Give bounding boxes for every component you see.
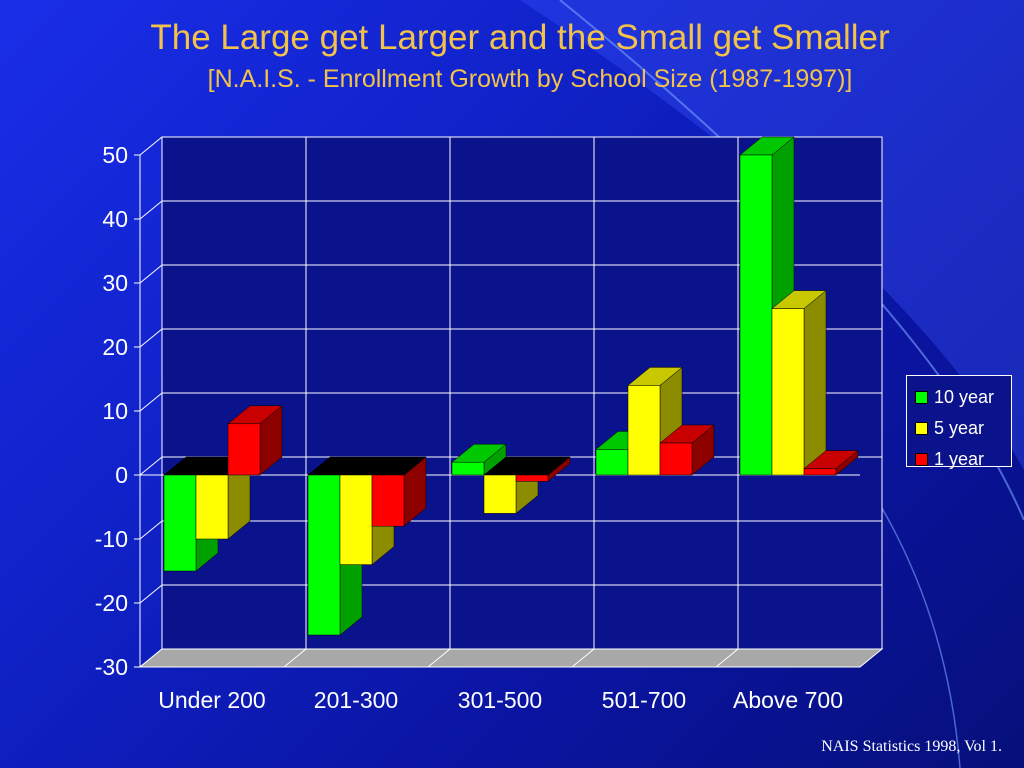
- gridline-depth: [139, 392, 163, 412]
- gridline-depth: [139, 520, 163, 540]
- bar-1-year-0: [227, 423, 261, 476]
- legend-label-5-year: 5 year: [934, 418, 985, 438]
- y-tick-label: 0: [115, 462, 128, 488]
- slide-subtitle: [N.A.I.S. - Enrollment Growth by School …: [207, 65, 853, 93]
- bar-1-year-4: [803, 468, 837, 476]
- bar-5-year-3: [627, 385, 661, 476]
- floor-divider: [427, 648, 451, 668]
- legend-label-1-year: 1 year: [934, 449, 985, 469]
- x-tick-label: 501-700: [602, 687, 686, 713]
- legend-item-10-year: 10 year: [915, 382, 1011, 413]
- x-tick-label: 301-500: [458, 687, 542, 713]
- bar-1-year-3: [659, 442, 693, 476]
- y-tick-label: 50: [102, 142, 128, 168]
- legend-item-5-year: 5 year: [915, 413, 1011, 444]
- bar-10-year-4: [739, 154, 773, 476]
- plot-floor: [138, 648, 884, 668]
- slide-title: The Large get Larger and the Small get S…: [150, 18, 890, 57]
- legend-swatch-1-year: [915, 453, 928, 466]
- bar-1-year-1: [371, 474, 405, 527]
- gridline-depth: [139, 328, 163, 348]
- floor-divider: [571, 648, 595, 668]
- chart-legend: 10 year 5 year 1 year: [906, 375, 1012, 469]
- y-tick-label: -20: [95, 590, 128, 616]
- x-tick-label: Under 200: [158, 687, 265, 713]
- legend-swatch-10-year: [915, 391, 928, 404]
- y-tick-label: 30: [102, 270, 128, 296]
- bar-10-year-2: [451, 461, 485, 476]
- bar-5-year-4: [771, 308, 805, 476]
- legend-swatch-5-year: [915, 422, 928, 435]
- legend-item-1-year: 1 year: [915, 444, 1011, 475]
- bar-10-year-1: [307, 474, 341, 636]
- gridline-depth: [139, 584, 163, 604]
- gridline-depth: [139, 456, 163, 476]
- y-tick-label: 20: [102, 334, 128, 360]
- bar-side-5-year: [803, 290, 827, 476]
- y-tick-label: -30: [95, 654, 128, 680]
- bar-5-year-1: [339, 474, 373, 565]
- x-tick-label: Above 700: [733, 687, 843, 713]
- floor-divider: [283, 648, 307, 668]
- y-tick-label: -10: [95, 526, 128, 552]
- bar-5-year-2: [483, 474, 517, 514]
- gridline-depth: [139, 136, 163, 156]
- source-note: NAIS Statistics 1998, Vol 1.: [821, 738, 1002, 755]
- floor-divider: [715, 648, 739, 668]
- x-tick-label: 201-300: [314, 687, 398, 713]
- gridline-depth: [139, 200, 163, 220]
- bar-5-year-0: [195, 474, 229, 540]
- y-tick-label: 40: [102, 206, 128, 232]
- legend-label-10-year: 10 year: [934, 387, 995, 407]
- bar-10-year-3: [595, 449, 629, 476]
- gridline-depth: [139, 264, 163, 284]
- bar-10-year-0: [163, 474, 197, 572]
- bar-1-year-2: [515, 474, 549, 482]
- y-tick-label: 10: [102, 398, 128, 424]
